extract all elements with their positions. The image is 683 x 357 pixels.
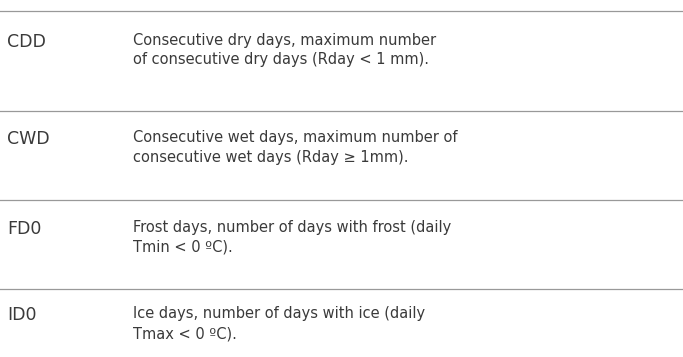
- Text: consecutive wet days (Rday ≥ 1mm).: consecutive wet days (Rday ≥ 1mm).: [133, 150, 408, 165]
- Text: Tmax < 0 ºC).: Tmax < 0 ºC).: [133, 326, 237, 341]
- Text: Consecutive wet days, maximum number of: Consecutive wet days, maximum number of: [133, 130, 458, 145]
- Text: FD0: FD0: [7, 220, 41, 237]
- Text: CWD: CWD: [7, 130, 49, 148]
- Text: Consecutive dry days, maximum number: Consecutive dry days, maximum number: [133, 33, 436, 48]
- Text: Frost days, number of days with frost (daily: Frost days, number of days with frost (d…: [133, 220, 451, 235]
- Text: of consecutive dry days (Rday < 1 mm).: of consecutive dry days (Rday < 1 mm).: [133, 52, 429, 67]
- Text: ID0: ID0: [7, 306, 36, 325]
- Text: CDD: CDD: [7, 33, 46, 51]
- Text: Ice days, number of days with ice (daily: Ice days, number of days with ice (daily: [133, 306, 426, 321]
- Text: Tmin < 0 ºC).: Tmin < 0 ºC).: [133, 239, 233, 254]
